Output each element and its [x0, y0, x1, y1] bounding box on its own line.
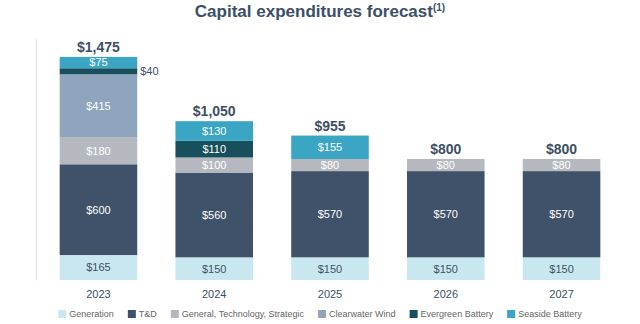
legend-label: Clearwater Wind: [329, 309, 396, 319]
bar-segment: [291, 171, 369, 257]
total-label: $955: [314, 118, 345, 134]
legend-item: Generation: [58, 309, 114, 319]
data-label: $100: [202, 159, 226, 171]
bar-segment: [291, 159, 369, 171]
bar-segment: [523, 257, 601, 280]
data-label: $600: [86, 204, 110, 216]
data-label: $570: [549, 208, 573, 220]
data-label: $40: [140, 65, 158, 77]
bar-segment: [407, 159, 485, 171]
x-tick-label: 2026: [434, 288, 458, 300]
total-label: $1,475: [77, 39, 120, 55]
legend-label: Generation: [69, 309, 114, 319]
title: Capital expenditures forecast(1): [195, 2, 445, 21]
x-tick: 2027: [549, 280, 573, 300]
bar-segment: [175, 173, 253, 258]
legend-swatch: [410, 310, 418, 318]
bars: [60, 57, 601, 280]
bar-segment: [175, 141, 253, 158]
data-label: $570: [434, 208, 458, 220]
data-label: $560: [202, 209, 226, 221]
x-tick-label: 2027: [549, 288, 573, 300]
bar-segment: [60, 164, 138, 255]
data-label: $570: [318, 208, 342, 220]
total-label: $800: [430, 141, 461, 157]
legend-item: Evergreen Battery: [410, 309, 494, 319]
legend-label: Evergreen Battery: [421, 309, 494, 319]
y-axis: [36, 39, 37, 281]
total-label: $1,050: [193, 103, 236, 119]
bar-segment: [60, 255, 138, 280]
data-label: $80: [437, 159, 455, 171]
title-text: Capital expenditures forecast: [195, 2, 433, 21]
x-tick: 2024: [202, 280, 226, 300]
data-label: $165: [86, 261, 110, 273]
legend-label: T&D: [139, 309, 158, 319]
data-label: $155: [318, 141, 342, 153]
data-label: $130: [202, 125, 226, 137]
total-label: $800: [546, 141, 577, 157]
x-tick: 2025: [318, 280, 342, 300]
data-label: $80: [552, 159, 570, 171]
data-label: $150: [549, 263, 573, 275]
data-label: $80: [321, 159, 339, 171]
legend: Generation T&D General, Technology, Strate…: [58, 309, 582, 319]
bar-segment: [523, 171, 601, 257]
title-note: (1): [433, 2, 445, 13]
bar-segment: [175, 257, 253, 280]
bar-segment: [175, 157, 253, 172]
legend-swatch: [171, 310, 179, 318]
legend-label: General, Technology, Strategic: [182, 309, 305, 319]
bar-segment: [60, 137, 138, 164]
data-labels: $165 $150 $150 $150 $150 $600 $560 $570 $570 $570…: [77, 39, 577, 275]
legend-label: Seaside Battery: [518, 309, 582, 319]
x-tick-label: 2023: [86, 288, 110, 300]
bar-segment: [60, 68, 138, 74]
bar-segment: [407, 257, 485, 280]
y-axis-line: [36, 39, 37, 281]
bar-segment: [291, 257, 369, 280]
data-label: $150: [434, 263, 458, 275]
legend-item: T&D: [128, 309, 158, 319]
data-label: $150: [202, 263, 226, 275]
data-label: $180: [86, 145, 110, 157]
bar-segment: [291, 136, 369, 159]
x-tick: 2023: [86, 280, 110, 300]
legend-item: Seaside Battery: [507, 309, 582, 319]
legend-item: Clearwater Wind: [318, 309, 396, 319]
data-label: $415: [86, 100, 110, 112]
x-tick: 2026: [434, 280, 458, 300]
bar-segment: [523, 159, 601, 171]
legend-swatch: [128, 310, 136, 318]
legend-item: General, Technology, Strategic: [171, 309, 305, 319]
bar-segment: [60, 57, 138, 68]
data-label: $75: [89, 56, 107, 68]
chart: Capital expenditures forecast(1) $165 $150…: [0, 0, 640, 324]
legend-swatch: [58, 310, 66, 318]
x-tick-label: 2025: [318, 288, 342, 300]
bar-segment: [175, 121, 253, 141]
data-label: $110: [202, 143, 226, 155]
data-label: $150: [318, 263, 342, 275]
bar-segment: [60, 74, 138, 137]
x-axis: 2023 2024 2025 2026 2027: [86, 280, 574, 300]
legend-swatch: [318, 310, 326, 318]
bar-segment: [407, 171, 485, 257]
x-tick-label: 2024: [202, 288, 226, 300]
legend-swatch: [507, 310, 515, 318]
